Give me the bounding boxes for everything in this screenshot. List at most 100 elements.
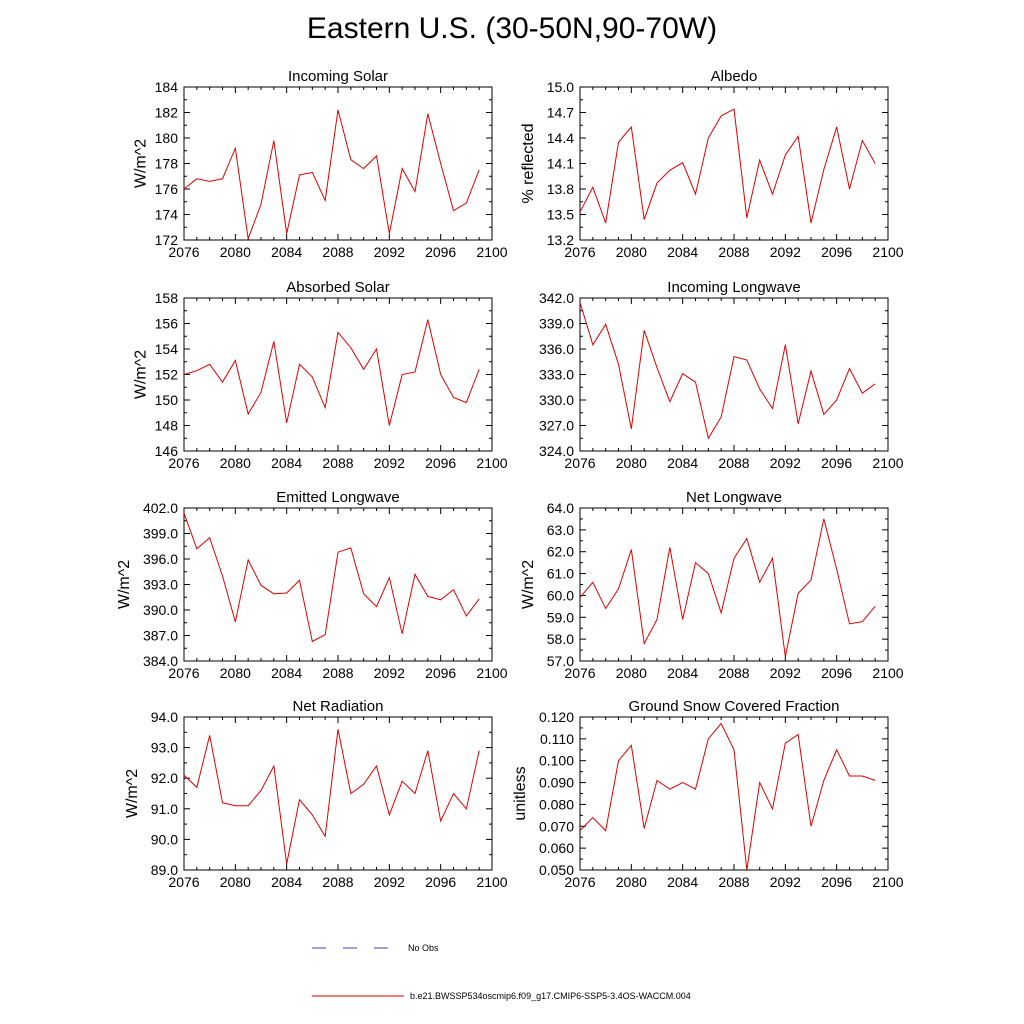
albedo-xtick-label: 2100 bbox=[872, 244, 903, 260]
incoming-longwave-xtick-label: 2100 bbox=[872, 455, 903, 471]
net-radiation-ytick-label: 91.0 bbox=[151, 801, 178, 817]
panel-net-longwave: 2076 2080 2084 2088 2092 2096 2100 57.0 58.0 59.0… bbox=[520, 489, 904, 681]
incoming-solar-ytick-label: 172 bbox=[155, 232, 179, 248]
ground-snow-covered-fraction-ytick-label: 0.120 bbox=[539, 709, 574, 725]
albedo-ytick-label: 14.4 bbox=[547, 130, 574, 146]
emitted-longwave-xtick-label: 2076 bbox=[168, 665, 199, 681]
absorbed-solar-xtick-label: 2088 bbox=[322, 455, 353, 471]
incoming-solar-xtick-label: 2088 bbox=[322, 244, 353, 260]
net-longwave-ytick-label: 58.0 bbox=[547, 631, 574, 647]
albedo-xtick-label: 2096 bbox=[821, 244, 852, 260]
incoming-solar-xtick-label: 2076 bbox=[168, 244, 199, 260]
figure-title: Eastern U.S. (30-50N,90-70W) bbox=[306, 12, 718, 45]
panels-group: 2076 2080 2084 2088 2092 2096 2100 172 174 176 178… bbox=[116, 68, 904, 890]
albedo-xtick-label: 2076 bbox=[564, 244, 595, 260]
incoming-longwave-series-line-0 bbox=[579, 302, 876, 440]
ground-snow-covered-fraction-xtick-label: 2080 bbox=[616, 874, 647, 890]
incoming-solar-series-line-0 bbox=[183, 109, 480, 239]
albedo-panel-title: Albedo bbox=[711, 68, 758, 85]
incoming-longwave-ytick-label: 342.0 bbox=[539, 290, 574, 306]
net-longwave-ytick-label: 59.0 bbox=[547, 609, 574, 625]
absorbed-solar-xtick-label: 2076 bbox=[168, 455, 199, 471]
emitted-longwave-ytick-label: 393.0 bbox=[143, 577, 178, 593]
net-longwave-ytick-label: 62.0 bbox=[547, 544, 574, 560]
emitted-longwave-ytick-label: 396.0 bbox=[143, 551, 178, 567]
net-longwave-ytick-label: 63.0 bbox=[547, 522, 574, 538]
absorbed-solar-xtick-label: 2100 bbox=[476, 455, 507, 471]
emitted-longwave-series-line-0 bbox=[183, 512, 480, 643]
albedo-ytick-label: 13.2 bbox=[547, 232, 574, 248]
emitted-longwave-ytick-label: 384.0 bbox=[143, 653, 178, 669]
ground-snow-covered-fraction-ytick-label: 0.070 bbox=[539, 818, 574, 834]
albedo-ytick-label: 14.1 bbox=[547, 156, 574, 172]
incoming-longwave-xtick-label: 2084 bbox=[667, 455, 698, 471]
emitted-longwave-ytick-label: 390.0 bbox=[143, 602, 178, 618]
ground-snow-covered-fraction-ytick-label: 0.060 bbox=[539, 840, 574, 856]
emitted-longwave-plot-frame bbox=[183, 507, 493, 662]
absorbed-solar-xtick-label: 2084 bbox=[271, 455, 302, 471]
emitted-longwave-ylabel: W/m^2 bbox=[116, 560, 133, 609]
net-radiation-xtick-label: 2100 bbox=[476, 874, 507, 890]
emitted-longwave-xtick-label: 2096 bbox=[425, 665, 456, 681]
absorbed-solar-plot-frame bbox=[183, 297, 493, 452]
incoming-longwave-plot-frame bbox=[579, 297, 889, 452]
net-longwave-xtick-label: 2096 bbox=[821, 665, 852, 681]
incoming-solar-ylabel: W/m^2 bbox=[132, 139, 149, 188]
net-longwave-xtick-label: 2088 bbox=[718, 665, 749, 681]
absorbed-solar-series-line-0 bbox=[183, 319, 480, 426]
net-radiation-panel-title: Net Radiation bbox=[293, 698, 384, 715]
incoming-solar-ytick-label: 182 bbox=[155, 105, 179, 121]
incoming-solar-xtick-label: 2096 bbox=[425, 244, 456, 260]
albedo-ytick-label: 15.0 bbox=[547, 79, 574, 95]
incoming-solar-ytick-label: 184 bbox=[155, 79, 179, 95]
absorbed-solar-ytick-label: 152 bbox=[155, 367, 179, 383]
absorbed-solar-ylabel: W/m^2 bbox=[132, 350, 149, 399]
incoming-longwave-ytick-label: 327.0 bbox=[539, 418, 574, 434]
panel-net-radiation: 2076 2080 2084 2088 2092 2096 2100 89.0 90.0 91.0… bbox=[124, 698, 508, 890]
panel-ground-snow-covered-fraction: 2076 2080 2084 2088 2092 2096 2100 0.050 0.060 0.… bbox=[512, 698, 904, 890]
net-longwave-ytick-label: 57.0 bbox=[547, 653, 574, 669]
incoming-solar-ytick-label: 178 bbox=[155, 156, 179, 172]
incoming-solar-panel-title: Incoming Solar bbox=[288, 68, 388, 85]
incoming-solar-ytick-label: 174 bbox=[155, 207, 179, 223]
incoming-longwave-xtick-label: 2088 bbox=[718, 455, 749, 471]
incoming-solar-xtick-label: 2080 bbox=[220, 244, 251, 260]
net-longwave-ytick-label: 60.0 bbox=[547, 587, 574, 603]
net-longwave-ylabel: W/m^2 bbox=[520, 560, 537, 609]
absorbed-solar-xtick-label: 2092 bbox=[374, 455, 405, 471]
albedo-ytick-label: 13.5 bbox=[547, 207, 574, 223]
net-longwave-panel-title: Net Longwave bbox=[686, 489, 782, 506]
net-longwave-xtick-label: 2080 bbox=[616, 665, 647, 681]
incoming-solar-xtick-label: 2100 bbox=[476, 244, 507, 260]
net-radiation-xtick-label: 2088 bbox=[322, 874, 353, 890]
net-radiation-xtick-label: 2084 bbox=[271, 874, 302, 890]
ground-snow-covered-fraction-plot-frame bbox=[579, 716, 889, 871]
albedo-xtick-label: 2092 bbox=[770, 244, 801, 260]
absorbed-solar-ytick-label: 146 bbox=[155, 443, 179, 459]
ground-snow-covered-fraction-ylabel: unitless bbox=[512, 766, 529, 820]
albedo-ytick-label: 14.7 bbox=[547, 105, 574, 121]
panel-emitted-longwave: 2076 2080 2084 2088 2092 2096 2100 384.0 387.0 39… bbox=[116, 489, 508, 681]
albedo-series-line-0 bbox=[579, 108, 876, 224]
emitted-longwave-ytick-label: 402.0 bbox=[143, 500, 178, 516]
emitted-longwave-xtick-label: 2088 bbox=[322, 665, 353, 681]
albedo-ylabel: % reflected bbox=[520, 123, 537, 203]
incoming-solar-ytick-label: 180 bbox=[155, 130, 179, 146]
ground-snow-covered-fraction-panel-title: Ground Snow Covered Fraction bbox=[629, 698, 840, 715]
ground-snow-covered-fraction-ytick-label: 0.050 bbox=[539, 862, 574, 878]
ground-snow-covered-fraction-xtick-label: 2084 bbox=[667, 874, 698, 890]
net-radiation-xtick-label: 2096 bbox=[425, 874, 456, 890]
absorbed-solar-ytick-label: 150 bbox=[155, 392, 179, 408]
net-longwave-ytick-label: 61.0 bbox=[547, 566, 574, 582]
net-radiation-series-line-0 bbox=[183, 729, 480, 864]
net-radiation-ytick-label: 92.0 bbox=[151, 770, 178, 786]
net-radiation-ylabel: W/m^2 bbox=[124, 769, 141, 818]
ground-snow-covered-fraction-xtick-label: 2076 bbox=[564, 874, 595, 890]
panel-incoming-solar: 2076 2080 2084 2088 2092 2096 2100 172 174 176 178… bbox=[132, 68, 507, 260]
incoming-longwave-xtick-label: 2076 bbox=[564, 455, 595, 471]
emitted-longwave-xtick-label: 2084 bbox=[271, 665, 302, 681]
albedo-xtick-label: 2088 bbox=[718, 244, 749, 260]
ground-snow-covered-fraction-series-line-0 bbox=[579, 722, 876, 871]
ground-snow-covered-fraction-xtick-label: 2100 bbox=[872, 874, 903, 890]
